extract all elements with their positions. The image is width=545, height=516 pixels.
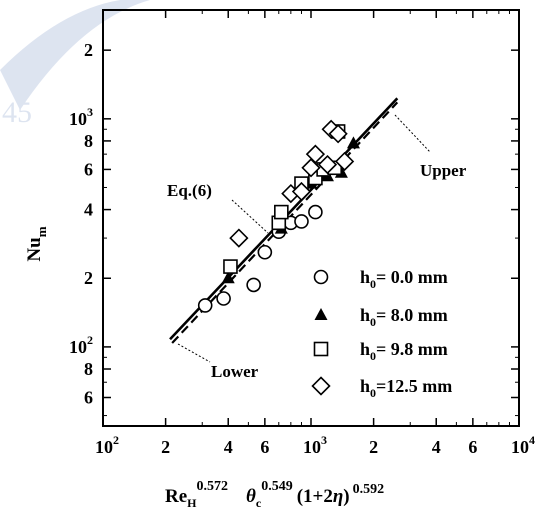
watermark-text: 45 — [2, 96, 32, 129]
point-circle — [197, 298, 213, 313]
y-tick-label: 2 — [84, 40, 93, 60]
legend-marker-diamond — [311, 376, 331, 396]
point-circle — [294, 214, 309, 229]
y-tick-label: 8 — [84, 131, 93, 151]
x-axis-label: ReH0.572 θc0.549 (1+2η) 0.592 — [165, 479, 384, 510]
point-diamond — [317, 154, 338, 175]
point-circle — [216, 291, 231, 306]
annotation-eq6: Eq.(6) — [167, 181, 212, 200]
y-axis-label: Num — [24, 226, 49, 261]
legend-label: h0= 0.0 mm — [360, 267, 448, 291]
point-circle — [246, 277, 261, 293]
point-square — [223, 259, 238, 274]
point-diamond — [328, 124, 348, 144]
x-tick-label: 6 — [260, 437, 269, 457]
y-tick-label: 2 — [84, 268, 93, 288]
annotation-upper: Upper — [420, 161, 467, 180]
data-points — [197, 119, 360, 313]
point-square — [274, 204, 289, 220]
line-lower — [171, 101, 399, 344]
x-tick-label: 2 — [161, 437, 170, 457]
x-tick-label: 4 — [432, 437, 441, 457]
annotation-upper-leader — [394, 114, 431, 153]
legend-marker-triangle — [314, 308, 328, 320]
point-diamond — [291, 181, 312, 202]
annotation-lower-leader — [177, 343, 211, 363]
point-triangle — [221, 271, 235, 284]
annotation-eq6-leader — [231, 199, 269, 234]
y-tick-label: 6 — [84, 159, 93, 179]
x-tick-label: 102 — [95, 433, 119, 457]
watermark: 45 — [0, 0, 150, 129]
point-diamond — [305, 144, 326, 164]
point-diamond — [334, 151, 355, 172]
y-tick-label: 4 — [84, 200, 93, 220]
point-circle — [308, 204, 323, 220]
plot-area — [102, 9, 520, 427]
x-tick-label: 103 — [303, 433, 327, 457]
y-tick-label: 6 — [84, 388, 93, 408]
point-diamond — [229, 228, 249, 248]
x-tick-label: 6 — [468, 437, 477, 457]
y-tick-label: 103 — [69, 105, 93, 129]
legend: h0= 0.0 mm h0= 8.0 mm h0= 9.8 mm h0=12.5 mm — [311, 267, 452, 400]
y-tick-label: 8 — [84, 359, 93, 379]
legend-marker-square — [313, 341, 329, 357]
y-tick-label: 102 — [69, 333, 93, 357]
point-circle — [257, 244, 273, 260]
x-tick-label: 4 — [224, 437, 233, 457]
legend-label: h0= 9.8 mm — [360, 339, 448, 363]
legend-label: h0= 8.0 mm — [360, 305, 448, 329]
legend-label: h0=12.5 mm — [360, 376, 452, 400]
annotation-lower: Lower — [211, 362, 259, 381]
x-tick-label: 104 — [511, 433, 535, 457]
x-tick-label: 2 — [369, 437, 378, 457]
legend-marker-circle — [313, 269, 329, 285]
point-triangle — [346, 136, 360, 149]
